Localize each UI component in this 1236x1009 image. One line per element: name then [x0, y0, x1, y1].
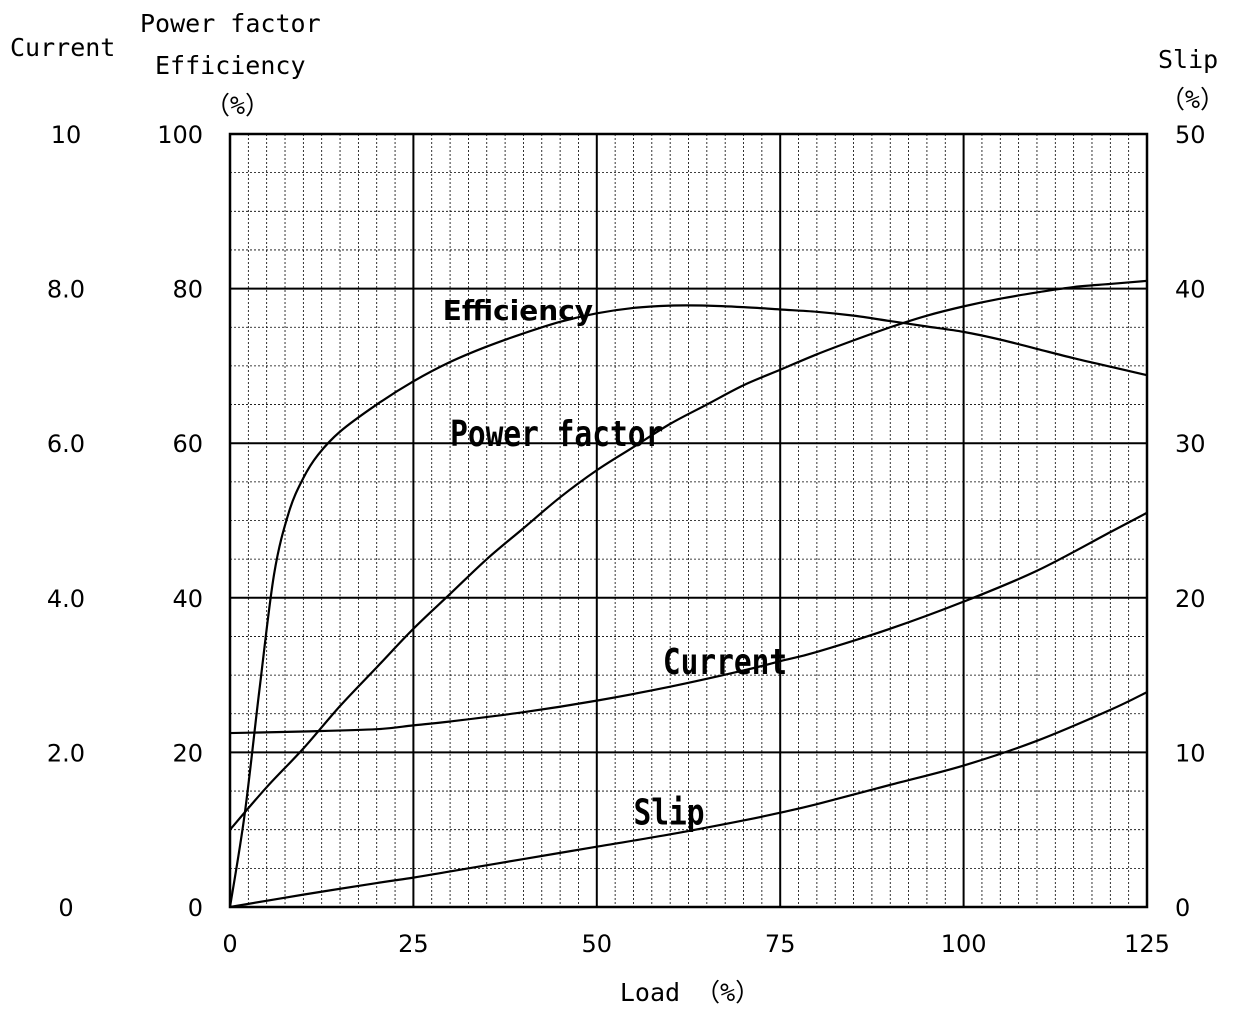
series-layer	[228, 279, 1148, 909]
pf-eff-tick-label: 80	[172, 276, 203, 304]
slip-tick-label: 0	[1175, 894, 1190, 922]
power-factor-label: Power factor	[450, 412, 663, 455]
slip-tick-label: 20	[1175, 585, 1206, 613]
slip-axis-title-line: （%）	[1160, 85, 1225, 114]
slip-tick-label: 30	[1175, 430, 1206, 458]
current-tick-label: 4.0	[47, 585, 85, 613]
slip-tick-label: 50	[1175, 121, 1206, 149]
x-tick-label: 50	[582, 930, 613, 958]
x-tick-label: 125	[1124, 930, 1170, 958]
slip-tick-label: 10	[1175, 739, 1206, 767]
current-label: Current	[663, 640, 787, 683]
plot-border	[228, 132, 1149, 909]
x-axis-title: Load （%）	[620, 978, 760, 1007]
minor-grid	[230, 134, 1147, 907]
current-tick-label: 0	[58, 894, 73, 922]
slip-label: Slip	[633, 791, 704, 834]
pf-eff-tick-label: 0	[188, 894, 203, 922]
major-grid	[230, 134, 1147, 907]
titles-layer: Current Power factor Efficiency （%） Slip （%） L…	[10, 9, 1225, 1007]
slip-tick-label: 40	[1175, 276, 1206, 304]
power-factor-curve	[229, 279, 1148, 831]
x-tick-label: 25	[398, 930, 429, 958]
labels-layer: Efficiency Power factor Current Slip	[443, 294, 787, 834]
pf-eff-tick-label: 60	[172, 430, 203, 458]
pf-eff-axis-title-line: Power factor	[140, 9, 321, 38]
current-tick-label: 2.0	[47, 739, 85, 767]
current-tick-label: 10	[51, 121, 82, 149]
current-tick-label: 6.0	[47, 430, 85, 458]
x-tick-label: 0	[222, 930, 237, 958]
current-tick-label: 8.0	[47, 276, 85, 304]
current-axis-title: Current	[10, 33, 115, 62]
pf-eff-axis-title-line: （%）	[205, 91, 270, 120]
x-tick-label: 100	[941, 930, 987, 958]
slip-curve	[229, 691, 1148, 909]
current-curve	[229, 511, 1148, 735]
pf-eff-axis-title-line: Efficiency	[155, 51, 306, 80]
plot-frame	[228, 132, 1149, 909]
efficiency-curve	[228, 304, 1148, 908]
pf-eff-tick-label: 40	[172, 585, 203, 613]
x-tick-label: 75	[765, 930, 796, 958]
pf-eff-tick-label: 20	[172, 739, 203, 767]
pf-eff-tick-label: 100	[157, 121, 203, 149]
slip-axis-title-line: Slip	[1158, 45, 1218, 74]
efficiency-label: Efficiency	[443, 294, 593, 327]
